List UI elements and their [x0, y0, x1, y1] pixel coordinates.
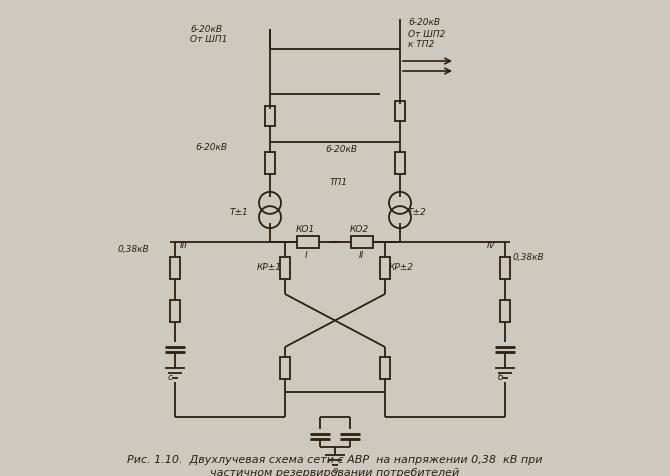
Bar: [395, 102, 405, 122]
Text: 6-20кВ: 6-20кВ: [408, 18, 440, 27]
Bar: [280, 357, 290, 379]
Bar: [265, 107, 275, 127]
Bar: [297, 237, 319, 248]
Bar: [500, 258, 510, 279]
Text: 6-20кВ: 6-20кВ: [325, 145, 357, 154]
Text: КР±1: КР±1: [257, 262, 282, 271]
Bar: [170, 258, 180, 279]
Bar: [500, 300, 510, 322]
Text: КО1: КО1: [296, 225, 316, 234]
Text: КО2: КО2: [350, 225, 369, 234]
Bar: [170, 300, 180, 322]
Text: к ТП2: к ТП2: [408, 40, 434, 49]
Bar: [265, 153, 275, 175]
Text: 6-20кВ: 6-20кВ: [190, 25, 222, 34]
Text: Т±2: Т±2: [408, 208, 427, 217]
Text: Т±1: Т±1: [230, 208, 249, 217]
Text: с: с: [168, 372, 172, 381]
Text: ТП1: ТП1: [330, 178, 348, 187]
Text: II: II: [359, 250, 364, 259]
Text: I: I: [305, 250, 308, 259]
Text: 0,38кВ: 0,38кВ: [118, 245, 149, 253]
Text: III: III: [180, 240, 188, 249]
Text: От ШП2: От ШП2: [408, 30, 446, 39]
Bar: [380, 258, 390, 279]
Text: о: о: [332, 465, 338, 474]
Text: 6-20кВ: 6-20кВ: [195, 143, 227, 152]
Bar: [280, 258, 290, 279]
Bar: [380, 357, 390, 379]
Text: Рис. 1.10.  Двухлучевая схема сети с АВР  на напряжении 0,38  кВ при: Рис. 1.10. Двухлучевая схема сети с АВР …: [127, 454, 543, 464]
Text: 0,38кВ: 0,38кВ: [513, 252, 545, 261]
Text: частичном резервировании потребителей: частичном резервировании потребителей: [210, 467, 460, 476]
Bar: [395, 153, 405, 175]
Bar: [351, 237, 373, 248]
Text: КР±2: КР±2: [389, 262, 414, 271]
Text: IV: IV: [487, 240, 496, 249]
Text: б: б: [497, 372, 502, 381]
Text: От ШП1: От ШП1: [190, 35, 227, 44]
